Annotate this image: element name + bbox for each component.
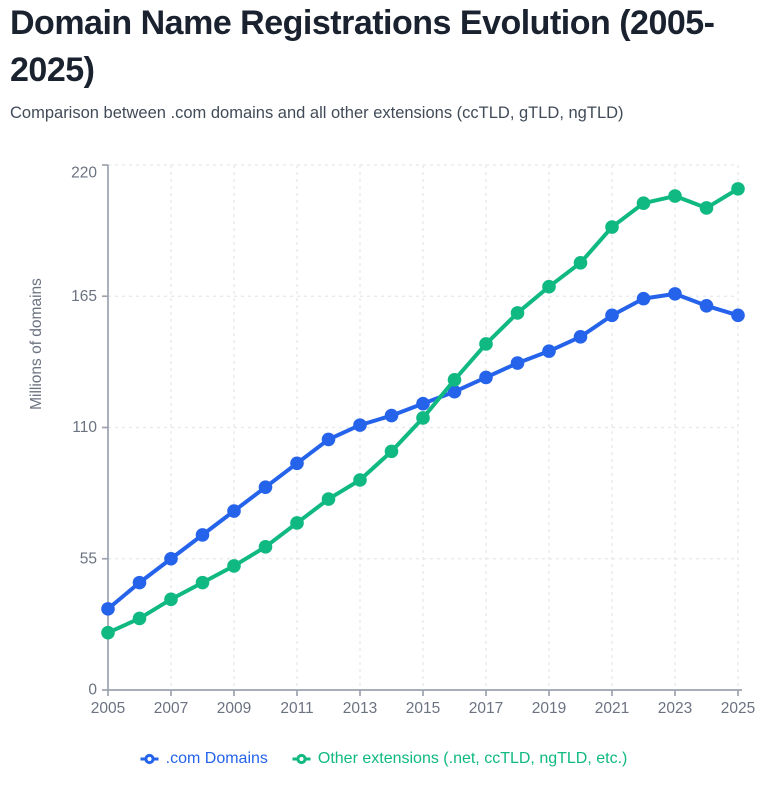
y-tick-label: 165	[71, 288, 97, 305]
data-point[interactable]	[290, 516, 304, 530]
data-point[interactable]	[605, 220, 619, 234]
data-point[interactable]	[227, 504, 241, 518]
x-tick-label: 2011	[280, 700, 313, 717]
x-tick-label: 2005	[91, 700, 125, 717]
x-tick-label: 2019	[532, 700, 566, 717]
data-point[interactable]	[353, 473, 367, 487]
legend-item[interactable]: .com Domains	[140, 750, 268, 768]
data-point[interactable]	[731, 308, 745, 323]
data-point[interactable]	[605, 308, 619, 323]
x-tick-label: 2023	[658, 700, 692, 717]
data-point[interactable]	[132, 611, 147, 626]
legend-item[interactable]: Other extensions (.net, ccTLD, ngTLD, et…	[292, 750, 627, 768]
data-point[interactable]	[132, 575, 147, 590]
data-point[interactable]	[447, 372, 462, 387]
data-point[interactable]	[668, 189, 682, 203]
data-point[interactable]	[447, 384, 462, 399]
data-point[interactable]	[416, 411, 430, 425]
data-point[interactable]	[195, 575, 210, 590]
legend-label: Other extensions (.net, ccTLD, ngTLD, et…	[317, 750, 628, 767]
y-tick-label: 220	[71, 165, 97, 182]
y-tick-label: 0	[88, 682, 97, 699]
data-point[interactable]	[195, 528, 210, 542]
data-point[interactable]	[164, 592, 178, 607]
data-point[interactable]	[699, 201, 714, 215]
x-tick-label: 2021	[595, 700, 629, 717]
legend-marker-icon	[292, 753, 311, 765]
data-point[interactable]	[321, 432, 336, 447]
data-point[interactable]	[227, 559, 241, 573]
data-point[interactable]	[636, 196, 651, 210]
data-point[interactable]	[573, 256, 588, 270]
x-tick-label: 2025	[721, 700, 755, 717]
x-tick-label: 2017	[469, 700, 503, 717]
chart-legend: .com Domains Other extensions (.net, ccTL…	[0, 750, 767, 768]
data-point[interactable]	[542, 344, 556, 358]
data-point[interactable]	[101, 625, 115, 640]
data-point[interactable]	[101, 602, 115, 616]
page-subtitle: Comparison between .com domains and all …	[10, 104, 624, 122]
data-point[interactable]	[416, 396, 430, 411]
data-point[interactable]	[384, 408, 399, 423]
data-point[interactable]	[636, 291, 651, 306]
data-point[interactable]	[479, 370, 493, 385]
data-point[interactable]	[542, 279, 556, 294]
x-tick-label: 2007	[154, 700, 188, 717]
data-point[interactable]	[510, 306, 525, 320]
y-tick-label: 110	[72, 419, 97, 436]
data-point[interactable]	[164, 551, 178, 566]
data-point[interactable]	[321, 492, 336, 506]
data-point[interactable]	[258, 540, 273, 554]
data-point[interactable]	[731, 182, 745, 196]
x-tick-label: 2015	[406, 700, 440, 717]
chart-svg: 0 55 110 165 220 2005 2007 2009 2011 2013 2015 2017…	[28, 164, 755, 717]
y-tick-label: 55	[80, 550, 97, 567]
data-point[interactable]	[573, 330, 588, 344]
data-point[interactable]	[479, 337, 493, 351]
data-point[interactable]	[510, 356, 525, 370]
x-tick-label: 2009	[217, 700, 251, 717]
x-tick-label: 2013	[343, 700, 377, 717]
legend-marker-icon	[140, 753, 159, 765]
data-point[interactable]	[668, 287, 682, 301]
data-point[interactable]	[384, 444, 399, 459]
data-point[interactable]	[699, 298, 714, 313]
legend-label: .com Domains	[165, 750, 268, 767]
page-title: Domain Name Registrations Evolution (200…	[10, 4, 715, 89]
data-point[interactable]	[353, 418, 367, 432]
data-point[interactable]	[290, 456, 304, 471]
y-axis-title: Millions of domains	[28, 278, 45, 410]
data-point[interactable]	[258, 480, 273, 494]
